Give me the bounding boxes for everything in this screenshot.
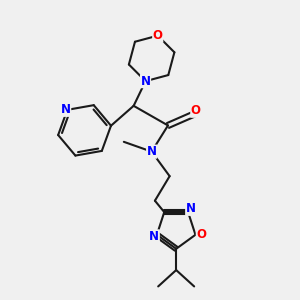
Text: O: O: [153, 29, 163, 42]
Text: N: N: [140, 75, 151, 88]
Text: N: N: [147, 145, 157, 158]
Text: O: O: [196, 228, 206, 241]
Text: N: N: [61, 103, 71, 116]
Text: O: O: [191, 104, 201, 117]
Text: N: N: [186, 202, 196, 215]
Text: N: N: [149, 230, 159, 243]
